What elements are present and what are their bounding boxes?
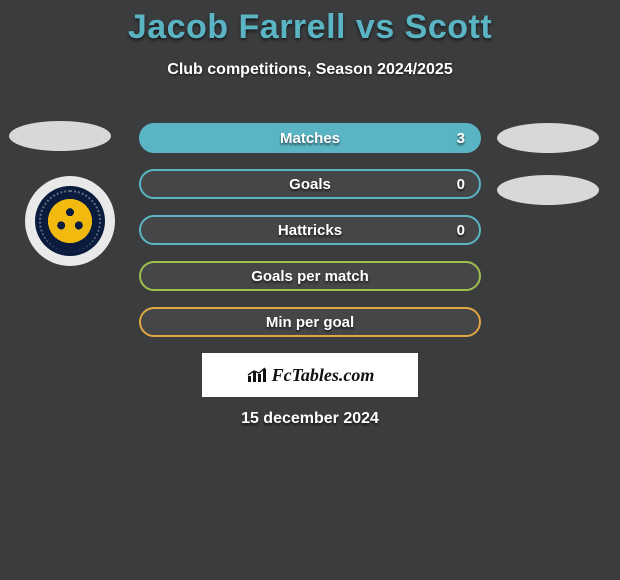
fctables-text: FcTables.com bbox=[272, 365, 375, 386]
stat-bar: Hattricks 0 bbox=[139, 215, 481, 245]
fctables-bars-icon bbox=[246, 366, 268, 384]
stat-bar: Goals per match bbox=[139, 261, 481, 291]
stat-bar-label: Min per goal bbox=[266, 314, 354, 331]
fctables-watermark: FcTables.com bbox=[202, 353, 418, 397]
subtitle: Club competitions, Season 2024/2025 bbox=[0, 61, 620, 79]
mariners-logo-icon bbox=[35, 186, 105, 256]
stat-bar-value: 0 bbox=[457, 176, 465, 193]
date-text: 15 december 2024 bbox=[0, 410, 620, 428]
stat-bar-label: Goals per match bbox=[251, 268, 369, 285]
stat-bar-value: 0 bbox=[457, 222, 465, 239]
player-photo-left-placeholder bbox=[9, 121, 111, 151]
player-photo-right-placeholder-1 bbox=[497, 123, 599, 153]
stat-bar: Min per goal bbox=[139, 307, 481, 337]
stat-bar: Goals 0 bbox=[139, 169, 481, 199]
stat-bar: Matches 3 bbox=[139, 123, 481, 153]
stats-bars: Matches 3 Goals 0 Hattricks 0 Goals per match M… bbox=[139, 123, 481, 353]
stat-bar-label: Matches bbox=[280, 130, 340, 147]
stat-bar-label: Goals bbox=[289, 176, 331, 193]
player-photo-right-placeholder-2 bbox=[497, 175, 599, 205]
stat-bar-value: 3 bbox=[457, 130, 465, 147]
team-badge-left bbox=[25, 176, 115, 266]
stat-bar-label: Hattricks bbox=[278, 222, 342, 239]
page-title: Jacob Farrell vs Scott bbox=[0, 0, 620, 47]
